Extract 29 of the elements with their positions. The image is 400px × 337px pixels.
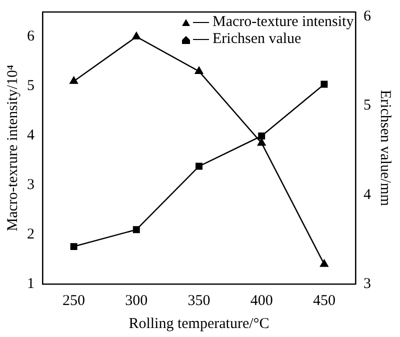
x-tick-label: 400: [250, 292, 273, 309]
y-tick-label: 1: [27, 276, 34, 292]
x-tick-label: 300: [125, 292, 148, 309]
x-tick-label: 350: [188, 292, 210, 309]
y2-tick-label: 3: [364, 276, 371, 292]
point: [258, 132, 266, 140]
legend-label: Macro-texture intensity: [212, 14, 354, 31]
point: [132, 32, 141, 40]
legend-label: Erichsen value: [212, 31, 302, 48]
y-tick-label: 5: [27, 78, 34, 94]
x-tick-label: 250: [62, 292, 86, 309]
y2-tick-label: 6: [364, 8, 372, 24]
y-tick-label: 3: [27, 177, 34, 194]
x-tick-label: 450: [312, 292, 336, 309]
y-axis-title: Macro-texrure intensity/10⁴: [4, 64, 21, 232]
point: [194, 66, 204, 74]
y-tick-label: 4: [27, 128, 35, 144]
y2-tick-label: 4: [364, 186, 372, 203]
y-tick-label: 2: [27, 226, 34, 242]
point: [70, 243, 78, 250]
y2-tick-label: 5: [364, 98, 371, 114]
point: [320, 80, 328, 88]
point: [70, 76, 78, 84]
y2-axis-title: Erichsen value/mm: [377, 90, 394, 206]
point: [132, 226, 140, 234]
x-axis-title: Rolling temperature/°C: [128, 316, 270, 332]
point: [320, 260, 328, 267]
point: [196, 162, 202, 170]
y-tick-label: 6: [27, 28, 35, 45]
